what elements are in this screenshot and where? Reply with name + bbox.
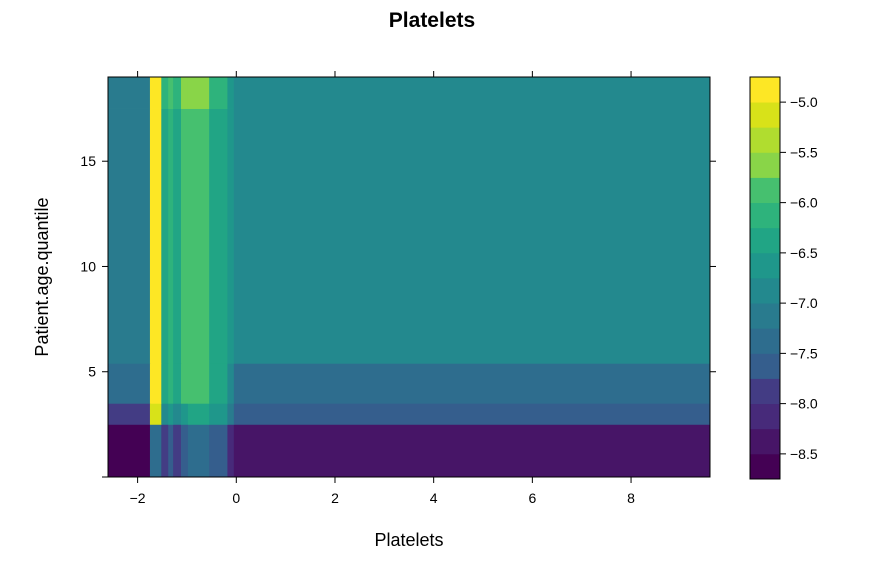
heatmap-cell [233, 77, 711, 109]
heatmap-cell [209, 77, 228, 109]
heatmap-cell [209, 108, 228, 364]
heatmap-cell [233, 424, 711, 478]
heatmap-cell [161, 363, 169, 404]
heatmap-cell [227, 363, 235, 404]
colorbar-swatch [750, 102, 780, 128]
heatmap-cell [187, 424, 210, 478]
heatmap-cell [149, 403, 162, 425]
heatmap-cell [168, 403, 174, 425]
heatmap-cell [161, 403, 169, 425]
colorbar-swatch [750, 428, 780, 455]
colorbar-swatch [750, 278, 780, 304]
heatmap-cell [187, 77, 210, 109]
heatmap-cell [168, 424, 174, 478]
colorbar-swatch [750, 202, 780, 229]
heatmap-cell [168, 77, 174, 109]
x-tick-label: 6 [528, 490, 536, 506]
colorbar-tick-label: −5.0 [790, 94, 818, 110]
heatmap-cell [233, 108, 711, 364]
colorbar-swatch [750, 403, 780, 430]
colorbar-frame [749, 76, 781, 480]
y-tick-label: 10 [80, 258, 96, 274]
heatmap-cell [173, 363, 182, 404]
colorbar: −8.5 −8.0 −7.5 −7.0 −6.5 −6.0 −5.5 −5.0 [749, 76, 818, 480]
colorbar-tick-label: −7.5 [790, 345, 818, 361]
colorbar-swatch [750, 328, 780, 354]
heatmap-cell [149, 77, 162, 109]
heatmap-cell [108, 108, 151, 364]
heatmap-cell [149, 363, 162, 404]
heatmap-cell [227, 403, 235, 425]
colorbar-swatch [750, 378, 780, 405]
heatmap-cell [233, 363, 711, 404]
colorbar-tick-label: −6.0 [790, 195, 818, 211]
colorbar-tick-label: −6.5 [790, 245, 818, 261]
x-axis-label: Platelets [374, 530, 443, 550]
colorbar-swatch [750, 303, 780, 329]
colorbar-swatch [750, 453, 780, 480]
heatmap-cell [209, 363, 228, 404]
heatmap-cell [187, 363, 210, 404]
heatmap-cell [227, 77, 235, 109]
heatmap-cell [161, 77, 169, 109]
heatmap-cell [181, 77, 189, 109]
colorbar-tick-label: −8.0 [790, 396, 818, 412]
heatmap-cell [187, 403, 210, 425]
y-axis: 5 10 15 [80, 153, 716, 478]
heatmap-cells [108, 77, 711, 478]
heatmap-cell [168, 108, 174, 364]
heatmap-cell [181, 108, 189, 364]
colorbar-tick-label: −8.5 [790, 446, 818, 462]
heatmap-cell [181, 363, 189, 404]
heatmap-cell [173, 77, 182, 109]
plot-frame [107, 76, 711, 478]
colorbar-swatch [750, 227, 780, 254]
x-tick-label: 0 [232, 490, 240, 506]
x-tick-label: 8 [627, 490, 635, 506]
heatmap-cell [108, 77, 151, 109]
y-axis-label: Patient.age.quantile [32, 197, 52, 356]
heatmap-cell [108, 403, 151, 425]
colorbar-swatch [750, 252, 780, 279]
heatmap-cell [173, 424, 182, 478]
heatmap-cell [149, 424, 162, 478]
colorbar-swatch [750, 127, 780, 153]
x-tick-label: −2 [130, 490, 146, 506]
x-tick-label: 4 [430, 490, 438, 506]
heatmap-cell [209, 403, 228, 425]
heatmap-cell [173, 403, 182, 425]
colorbar-swatch [750, 77, 780, 103]
heatmap-cell [181, 424, 189, 478]
heatmap-cell [161, 108, 169, 364]
heatmap-cell [108, 363, 151, 404]
heatmap-cell [168, 363, 174, 404]
chart-title: Platelets [389, 9, 475, 32]
colorbar-swatch [750, 177, 780, 204]
heatmap-cell [209, 424, 228, 478]
y-tick-label: 15 [80, 153, 96, 169]
heatmap-cell [233, 403, 711, 425]
x-axis: −2 0 2 4 6 8 [130, 71, 635, 506]
colorbar-tick-label: −5.5 [790, 144, 818, 160]
heatmap-cell [187, 108, 210, 364]
colorbar-tick-label: −7.0 [790, 295, 818, 311]
x-tick-label: 2 [331, 490, 339, 506]
heatmap-cell [161, 424, 169, 478]
y-tick-label: 5 [88, 364, 96, 380]
heatmap-cell [181, 403, 189, 425]
heatmap-cell [173, 108, 182, 364]
heatmap-cell [227, 424, 235, 478]
colorbar-swatch [750, 152, 780, 178]
heatmap-cell [227, 108, 235, 364]
heatmap-cell [149, 108, 162, 364]
heatmap-cell [108, 424, 151, 478]
colorbar-swatch [750, 353, 780, 379]
